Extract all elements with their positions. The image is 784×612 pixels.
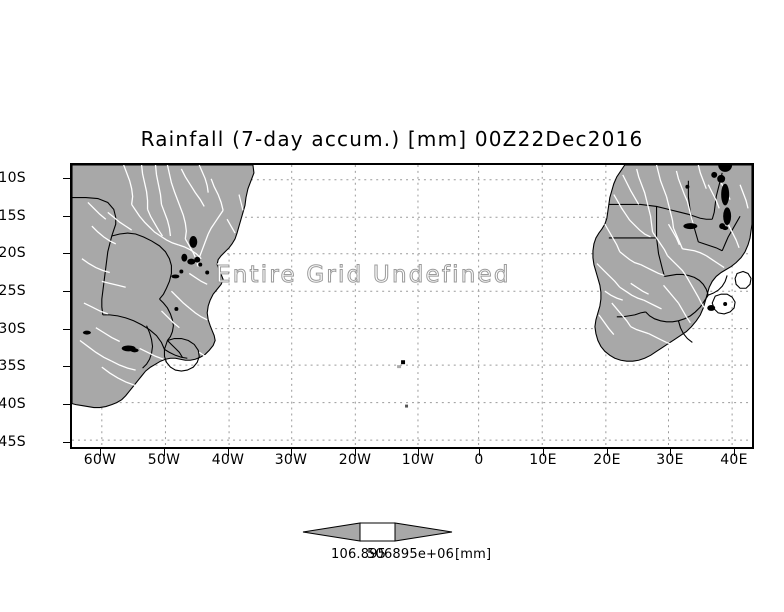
y-tick-label: 30S xyxy=(0,321,26,337)
southern-africa-rivers xyxy=(596,165,749,347)
x-tick-label: 50W xyxy=(147,452,181,468)
x-tick-mark xyxy=(734,449,735,456)
y-tick-mark xyxy=(63,291,70,292)
y-tick-label: 15S xyxy=(0,208,26,224)
x-tick-label: 40W xyxy=(211,452,245,468)
x-tick-mark xyxy=(607,449,608,456)
southern-africa-lakes xyxy=(683,165,733,311)
x-tick-mark xyxy=(418,449,419,456)
x-tick-mark xyxy=(164,449,165,456)
y-tick-label: 35S xyxy=(0,358,26,374)
y-tick-mark xyxy=(63,178,70,179)
map-plot-area[interactable]: Entire Grid Undefined xyxy=(70,163,754,449)
y-tick-mark xyxy=(63,404,70,405)
colorbar-graphic xyxy=(302,522,453,542)
y-tick-label: 40S xyxy=(0,396,26,412)
colorbar[interactable] xyxy=(300,516,510,548)
y-tick-label: 20S xyxy=(0,245,26,261)
colorbar-low-label: 106.895 xyxy=(331,547,387,562)
x-tick-mark xyxy=(543,449,544,456)
x-tick-label: 20W xyxy=(338,452,372,468)
y-tick-label: 10S xyxy=(0,170,26,186)
x-tick-label: 60W xyxy=(83,452,117,468)
y-tick-mark xyxy=(63,253,70,254)
x-tick-mark xyxy=(291,449,292,456)
map-canvas xyxy=(72,165,752,447)
y-tick-mark xyxy=(63,216,70,217)
x-tick-mark xyxy=(479,449,480,456)
y-tick-mark xyxy=(63,329,70,330)
x-tick-mark xyxy=(100,449,101,456)
x-tick-label: 10W xyxy=(401,452,435,468)
south-america-landmass xyxy=(72,165,255,409)
x-tick-label: 30E xyxy=(656,452,684,468)
south-america-borders xyxy=(72,196,188,369)
colorbar-units-label: [mm] xyxy=(455,547,492,562)
page-title: Rainfall (7-day accum.) [mm] 00Z22Dec201… xyxy=(140,127,644,151)
south-atlantic-island xyxy=(397,360,409,408)
x-tick-label: 10E xyxy=(529,452,557,468)
south-america-lakes xyxy=(82,235,210,353)
southern-africa-landmass xyxy=(592,165,752,362)
x-tick-mark xyxy=(670,449,671,456)
y-tick-mark xyxy=(63,442,70,443)
y-tick-label: 25S xyxy=(0,283,26,299)
x-tick-mark xyxy=(228,449,229,456)
south-america-sub-borders xyxy=(163,337,200,372)
colorbar-high-label: 506895e+06 xyxy=(367,547,455,562)
colorbar-left-arrow xyxy=(302,522,361,542)
colorbar-center-cell xyxy=(359,522,396,542)
x-tick-mark xyxy=(355,449,356,456)
y-tick-mark xyxy=(63,366,70,367)
colorbar-right-arrow xyxy=(394,522,453,542)
y-tick-label: 45S xyxy=(0,434,26,450)
x-tick-label: 40E xyxy=(720,452,748,468)
x-tick-label: 30W xyxy=(274,452,308,468)
x-tick-label: 20E xyxy=(593,452,621,468)
south-america-rivers xyxy=(79,165,244,391)
x-tick-label: 0 xyxy=(474,452,484,468)
